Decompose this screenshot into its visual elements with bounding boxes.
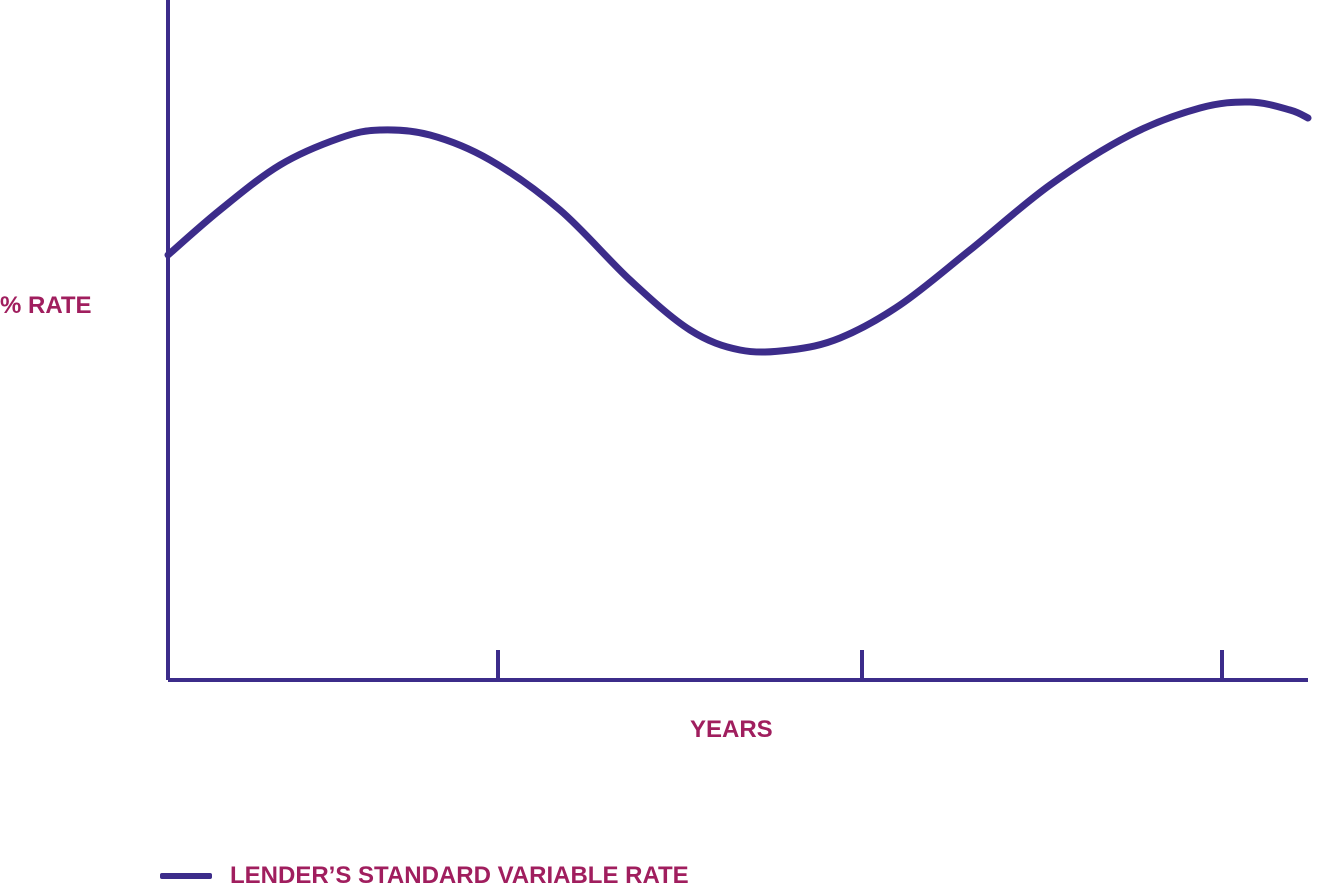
y-axis-label: % RATE [0, 292, 92, 320]
x-ticks [498, 650, 1222, 680]
axes-group [168, 0, 1308, 680]
legend-label: LENDER’S STANDARD VARIABLE RATE [230, 862, 689, 890]
series-line [168, 102, 1308, 352]
x-axis-label: YEARS [690, 716, 773, 744]
legend: LENDER’S STANDARD VARIABLE RATE [160, 862, 689, 890]
chart-svg [0, 0, 1317, 889]
legend-swatch [160, 873, 212, 879]
variable-rate-chart: % RATE YEARS LENDER’S STANDARD VARIABLE … [0, 0, 1317, 889]
